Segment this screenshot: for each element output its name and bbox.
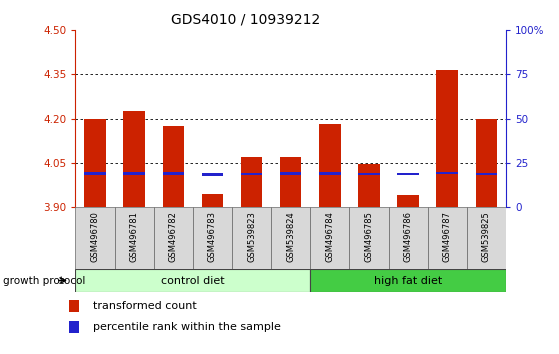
Bar (193, 207, 232, 269)
Text: GSM539824: GSM539824 (286, 211, 295, 262)
Bar (69, 300, 79, 312)
Bar (84, 172, 106, 175)
Bar (319, 125, 340, 207)
Bar (69, 321, 79, 333)
Bar (437, 172, 458, 174)
Bar (319, 172, 340, 175)
Text: GSM539825: GSM539825 (482, 211, 491, 262)
Text: percentile rank within the sample: percentile rank within the sample (93, 322, 281, 332)
Text: high fat diet: high fat diet (374, 275, 442, 286)
Text: control diet: control diet (161, 275, 225, 286)
Bar (163, 126, 184, 207)
Bar (358, 172, 380, 175)
Bar (349, 207, 389, 269)
Bar (154, 207, 193, 269)
Text: GSM496782: GSM496782 (169, 211, 178, 262)
Text: growth protocol: growth protocol (3, 275, 85, 286)
Bar (428, 207, 467, 269)
Bar (397, 172, 419, 175)
Bar (124, 111, 145, 207)
Text: transformed count: transformed count (93, 301, 197, 311)
Text: GSM496784: GSM496784 (325, 211, 334, 262)
Bar (232, 207, 271, 269)
Text: GDS4010 / 10939212: GDS4010 / 10939212 (172, 12, 320, 27)
Text: GSM496786: GSM496786 (404, 211, 413, 262)
Bar (75, 269, 310, 292)
Bar (280, 157, 301, 207)
Bar (397, 195, 419, 207)
Bar (476, 119, 497, 207)
Bar (241, 157, 262, 207)
Bar (310, 269, 506, 292)
Text: GSM496783: GSM496783 (208, 211, 217, 262)
Text: GSM496781: GSM496781 (130, 211, 139, 262)
Bar (280, 172, 301, 175)
Bar (202, 173, 223, 176)
Bar (75, 207, 115, 269)
Bar (124, 172, 145, 175)
Text: GSM496787: GSM496787 (443, 211, 452, 262)
Bar (202, 194, 223, 207)
Bar (241, 172, 262, 175)
Bar (163, 172, 184, 175)
Bar (115, 207, 154, 269)
Bar (467, 207, 506, 269)
Bar (310, 207, 349, 269)
Bar (476, 172, 497, 175)
Bar (84, 119, 106, 207)
Text: GSM496785: GSM496785 (364, 211, 373, 262)
Bar (271, 207, 310, 269)
Bar (358, 164, 380, 207)
Bar (389, 207, 428, 269)
Text: GSM496780: GSM496780 (91, 211, 100, 262)
Bar (437, 70, 458, 207)
Text: GSM539823: GSM539823 (247, 211, 256, 262)
